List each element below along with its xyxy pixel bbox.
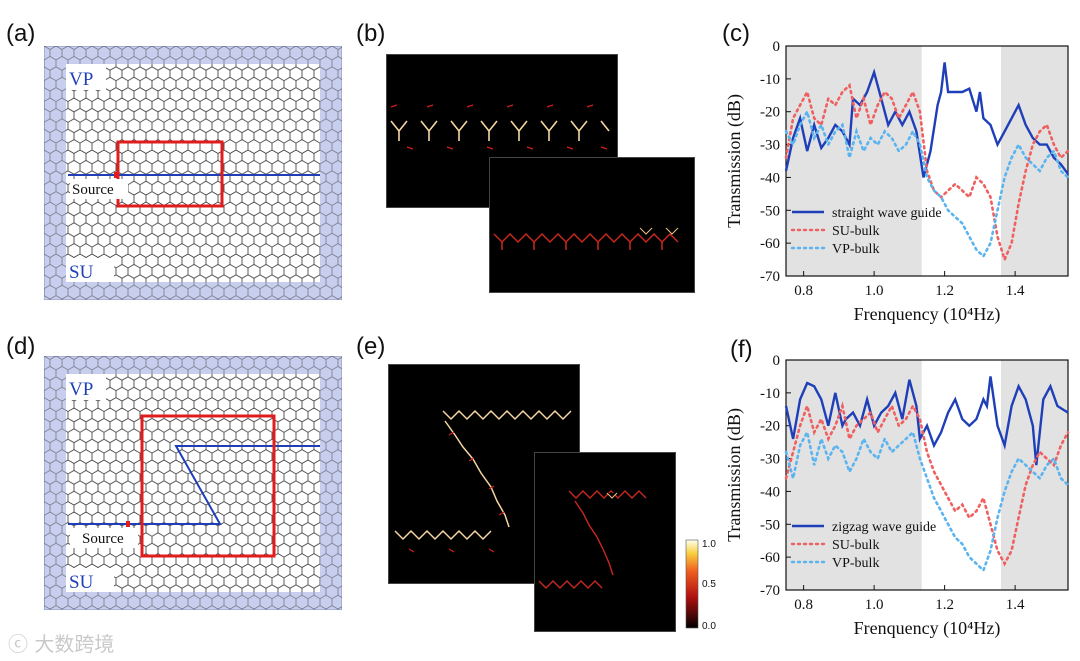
legend-entry: straight wave guide [832, 206, 942, 221]
series-line-su-bulk [784, 82, 1070, 264]
y-tick-label: -20 [760, 419, 780, 435]
y-tick-label: -70 [760, 583, 780, 599]
y-tick-label: -70 [760, 269, 780, 285]
chart-transmission-zigzag: 0 -10 -20 -30 -40 -50 -60 -70 0.8 1.0 1.2 1.4 Frenqu… [724, 353, 1070, 639]
source-label: Source [72, 182, 114, 198]
panel-label-e: (e) [356, 333, 386, 360]
su-label: SU [69, 262, 94, 283]
su-label: SU [69, 572, 94, 593]
series-line-su-bulk [784, 401, 1070, 567]
x-tick-label: 1.2 [935, 283, 954, 299]
panel-label-c: (c) [722, 20, 750, 47]
y-tick-label: -50 [760, 203, 780, 219]
x-tick-label: 1.2 [935, 597, 954, 613]
field-map-straight-2 [489, 157, 695, 293]
y-tick-label: -50 [760, 517, 780, 533]
vp-label: VP [69, 379, 93, 400]
y-tick-label: -60 [760, 550, 780, 566]
watermark: ⓒ 大数跨境 [8, 628, 114, 657]
series-line-vp-bulk [784, 428, 1070, 573]
y-tick-label: 0 [773, 39, 781, 55]
y-tick-label: -10 [760, 72, 780, 88]
series-line-zigzag-wave-guide [784, 376, 1069, 466]
watermark-text: 大数跨境 [34, 632, 115, 656]
shaded-bulk-band [786, 46, 922, 276]
y-tick-label: -60 [760, 236, 780, 252]
y-tick-label: -30 [760, 138, 780, 154]
colorbar-tick-max: 1.0 [702, 539, 716, 550]
y-tick-label: -40 [760, 170, 780, 186]
x-tick-label: 0.8 [794, 283, 813, 299]
series-line-straight-wave-guide [784, 62, 1069, 178]
y-tick-label: 0 [773, 353, 781, 369]
y-tick-label: -20 [760, 105, 780, 121]
chart-transmission-straight: 0 -10 -20 -30 -40 -50 -60 -70 0.8 1.0 1.2 1.4 Frenqu… [724, 39, 1070, 325]
colorbar-tick-min: 0.0 [702, 621, 716, 630]
plot-frame [785, 359, 1069, 591]
x-tick-label: 1.4 [1006, 283, 1025, 299]
shaded-bulk-band [786, 360, 922, 590]
field-map-zigzag-2 [534, 452, 676, 632]
red-frame [140, 414, 276, 558]
x-tick-label: 1.0 [865, 597, 884, 613]
plot-frame [785, 45, 1069, 277]
x-tick-label: 0.8 [794, 597, 813, 613]
y-axis-label: Transmission (dB) [724, 408, 745, 542]
y-tick-label: -10 [760, 386, 780, 402]
panel-label-a: (a) [6, 20, 36, 47]
x-tick-label: 1.4 [1006, 597, 1025, 613]
legend-entry: zigzag wave guide [832, 520, 936, 535]
source-label: Source [82, 531, 124, 547]
panel-label-b: (b) [356, 20, 386, 47]
y-tick-label: -30 [760, 452, 780, 468]
legend-entry: SU-bulk [832, 224, 879, 239]
panel-label-f: (f) [730, 336, 753, 363]
legend-entry: VP-bulk [832, 242, 879, 257]
legend-entry: VP-bulk [832, 556, 879, 571]
colorbar-tick-mid: 0.5 [702, 579, 716, 590]
legend-entry: SU-bulk [832, 538, 879, 553]
vp-label: VP [69, 69, 93, 90]
y-axis-label: Transmission (dB) [724, 94, 745, 228]
x-axis-label: Frenquency (10⁴Hz) [854, 618, 1001, 639]
lattice-zigzag: VP SU Source [44, 356, 342, 610]
lattice-straight: VP SU Source [44, 46, 342, 300]
watermark-logo-icon: ⓒ [8, 632, 28, 656]
panel-label-d: (d) [6, 333, 36, 360]
colorbar: 1.0 0.5 0.0 [685, 539, 716, 630]
series-line-vp-bulk [784, 108, 1070, 259]
y-tick-label: -40 [760, 484, 780, 500]
x-tick-label: 1.0 [865, 283, 884, 299]
x-axis-label: Frenquency (10⁴Hz) [854, 304, 1001, 325]
